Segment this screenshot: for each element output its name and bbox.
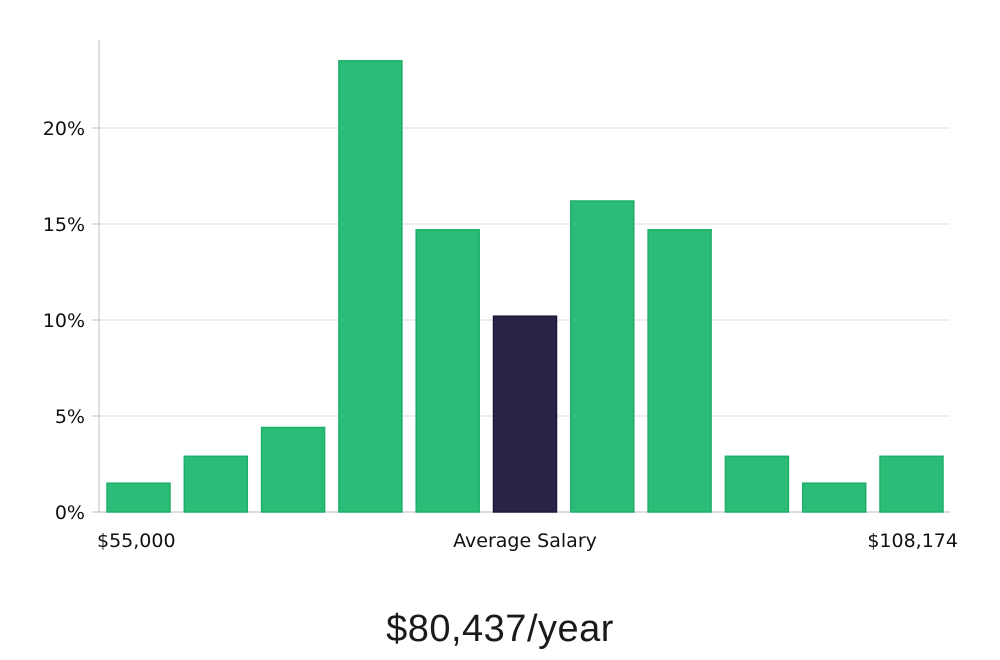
histogram-bar <box>647 229 712 513</box>
histogram-bar <box>260 426 326 513</box>
y-tick-label: 0% <box>55 502 85 524</box>
salary-histogram-chart: 0% 5% 10% 15% 20% $55,000 Average Salary $10… <box>43 40 958 552</box>
y-tick-label: 10% <box>43 310 85 332</box>
histogram-bar <box>801 482 867 513</box>
x-label-center: Average Salary <box>453 530 597 552</box>
y-axis-ticks: 0% 5% 10% 15% 20% <box>43 118 99 524</box>
histogram-bar <box>415 229 480 513</box>
histogram-bar <box>570 200 635 513</box>
histogram-bar-average <box>492 315 558 513</box>
histogram-bar <box>724 455 790 513</box>
average-salary-headline: $80,437/year <box>386 608 614 650</box>
histogram-bar <box>338 60 403 513</box>
x-label-min: $55,000 <box>97 530 176 552</box>
y-tick-label: 5% <box>55 406 85 428</box>
histogram-bar <box>879 455 944 513</box>
x-label-max: $108,174 <box>867 530 958 552</box>
y-tick-label: 20% <box>43 118 85 140</box>
y-tick-label: 15% <box>43 214 85 236</box>
bars <box>106 60 944 513</box>
histogram-bar <box>106 482 171 513</box>
histogram-bar <box>183 455 249 513</box>
